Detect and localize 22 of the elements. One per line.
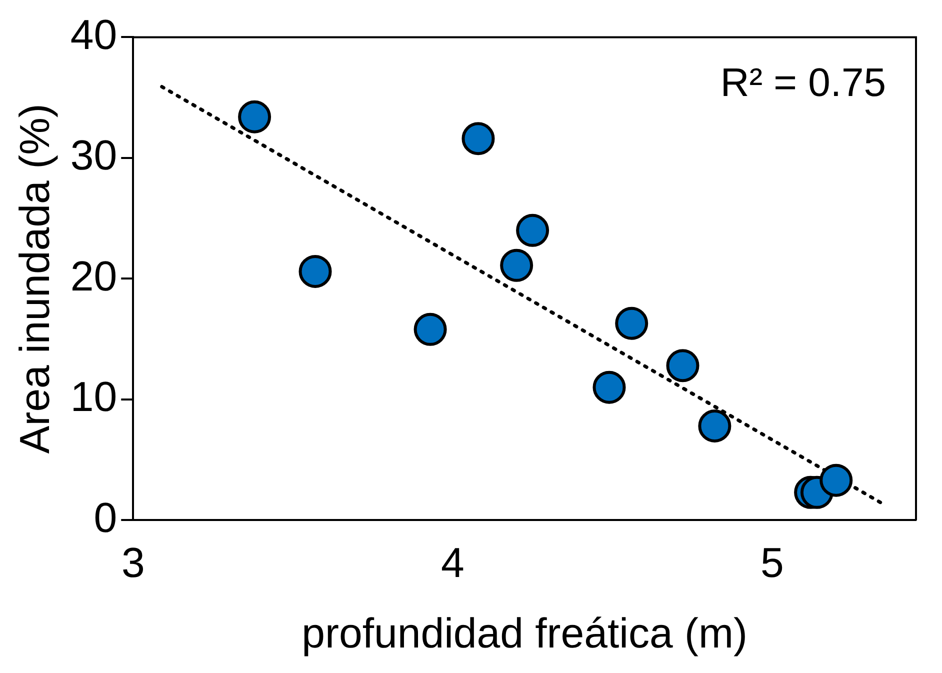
annotation: R² = 0.75 [720, 61, 886, 106]
x-tick-label: 5 [760, 538, 784, 586]
point [666, 349, 700, 382]
y-tick-label: 40 [70, 10, 118, 58]
point [500, 248, 534, 282]
point [298, 254, 332, 288]
y-axis-title: Area inundada (%) [10, 104, 58, 454]
y-tick-label: 10 [70, 373, 118, 420]
point [516, 214, 550, 247]
point [462, 122, 495, 156]
y-tick-label: 20 [70, 252, 118, 300]
point [820, 464, 853, 497]
y-tick-label: 0 [94, 494, 118, 541]
point [592, 370, 626, 404]
y-tick-label: 30 [70, 132, 118, 179]
point [615, 306, 648, 340]
point [238, 100, 272, 134]
x-tick-label: 4 [440, 538, 464, 586]
point [698, 410, 732, 443]
point [414, 312, 447, 346]
x-axis-title: profundidad freática (m) [302, 609, 748, 656]
x-tick-label: 3 [121, 538, 145, 586]
